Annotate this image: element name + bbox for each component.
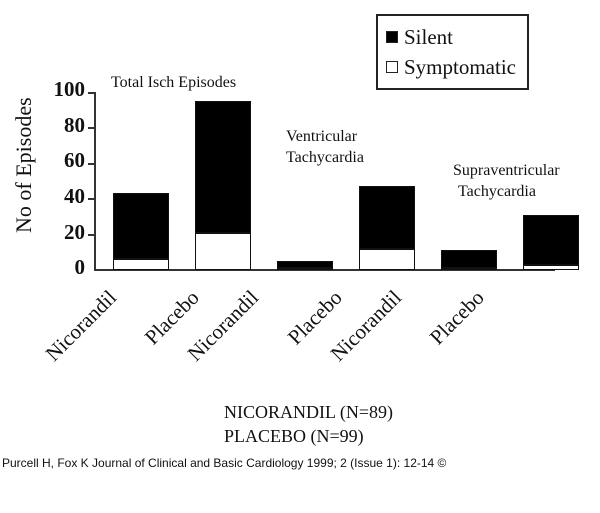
bar-silent-nicorandil [277, 261, 333, 269]
group-label-svt-line2: Tachycardia [458, 183, 536, 200]
legend-item-silent: Silent [378, 22, 527, 52]
y-tick-mark [88, 234, 96, 236]
bar-symptomatic-placebo [523, 264, 579, 270]
bar-silent-placebo [195, 100, 251, 233]
x-label-placebo: Placebo [424, 285, 489, 350]
bar-symptomatic-nicorandil [441, 268, 497, 271]
y-axis-line [94, 92, 96, 271]
symptomatic-swatch-icon [386, 61, 398, 73]
bar-symptomatic-placebo [359, 248, 415, 270]
bar-symptomatic-nicorandil [277, 268, 333, 271]
bar-silent-placebo [359, 186, 415, 249]
group-label-svt-line1: Supraventricular [453, 162, 560, 179]
y-tick-60: 60 [64, 148, 85, 172]
y-tick-0: 0 [74, 255, 86, 279]
legend: Silent Symptomatic [376, 14, 529, 90]
group-label-total-isch: Total Isch Episodes [111, 74, 237, 91]
bar-silent-nicorandil [113, 193, 169, 260]
y-tick-mark [88, 127, 96, 129]
bar-symptomatic-nicorandil [113, 259, 169, 270]
citation: Purcell H, Fox K Journal of Clinical and… [2, 456, 447, 470]
legend-label: Silent [404, 24, 454, 49]
y-tick-20: 20 [64, 220, 85, 244]
group-label-vt-line2: Tachycardia [286, 149, 364, 166]
group-label-vt-line1: Ventricular [286, 128, 358, 145]
y-tick-mark [88, 92, 96, 94]
silent-swatch-icon [386, 31, 398, 43]
bar-silent-placebo [523, 214, 579, 265]
y-tick-mark [88, 163, 96, 165]
y-tick-40: 40 [64, 184, 85, 208]
legend-label: Symptomatic [404, 54, 516, 79]
y-tick-80: 80 [64, 113, 85, 137]
y-tick-mark [88, 198, 96, 200]
x-label-nicorandil: Nicorandil [40, 285, 122, 366]
y-tick-100: 100 [53, 77, 86, 101]
bar-symptomatic-placebo [195, 232, 251, 270]
footnote-placebo-n: PLACEBO (N=99) [224, 426, 364, 446]
bar-silent-nicorandil [441, 250, 497, 269]
legend-item-symptomatic: Symptomatic [378, 52, 527, 82]
footnote-nicorandil-n: NICORANDIL (N=89) [224, 402, 393, 422]
